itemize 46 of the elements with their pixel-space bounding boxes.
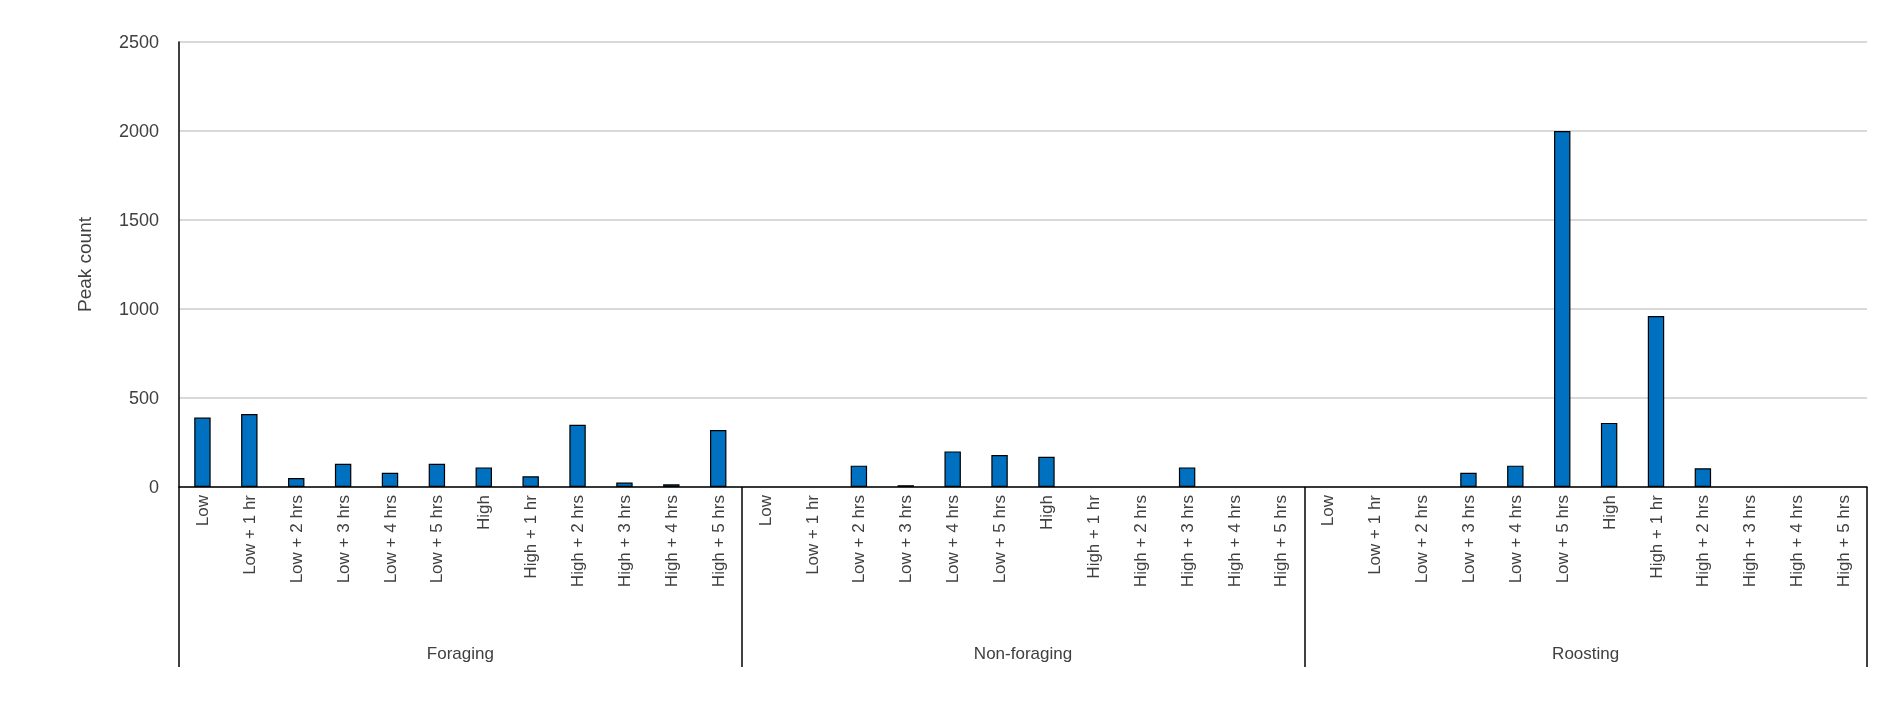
x-tick-label: High + 1 hr bbox=[1646, 494, 1666, 579]
x-tick-label: Low bbox=[1318, 494, 1338, 527]
x-tick-label: High + 2 hrs bbox=[568, 495, 588, 588]
x-tick-label: Low + 2 hrs bbox=[1412, 495, 1432, 584]
x-tick-label: Low + 3 hrs bbox=[1458, 495, 1478, 584]
x-tick-label: Low + 4 hrs bbox=[943, 495, 963, 584]
y-tick-label: 2500 bbox=[118, 32, 159, 52]
x-tick-label: Low + 4 hrs bbox=[380, 495, 400, 584]
x-tick-label: Low + 5 hrs bbox=[427, 495, 447, 584]
x-tick-label: High + 3 hrs bbox=[614, 495, 634, 588]
x-tick-label: High + 5 hrs bbox=[1834, 495, 1854, 588]
x-tick-label: High + 2 hrs bbox=[1130, 495, 1150, 588]
x-tick-label: Low bbox=[192, 494, 212, 527]
x-tick-label: High + 5 hrs bbox=[708, 495, 728, 588]
x-tick-label: High + 1 hr bbox=[521, 494, 541, 579]
y-axis-title: Peak count bbox=[74, 216, 95, 313]
x-tick-label: High + 5 hrs bbox=[1271, 495, 1291, 588]
x-tick-label: Low bbox=[755, 494, 775, 527]
text: Roosting bbox=[1552, 644, 1620, 663]
x-tick-label: Low + 5 hrs bbox=[990, 495, 1010, 584]
x-tick-label: High bbox=[474, 495, 494, 530]
y-tick-label: 500 bbox=[128, 388, 159, 408]
y-tick-label: 1500 bbox=[118, 210, 159, 230]
x-tick-label: High + 3 hrs bbox=[1177, 495, 1197, 588]
x-tick-label: Low + 2 hrs bbox=[849, 495, 869, 584]
text: Foraging bbox=[426, 644, 494, 663]
x-tick-label: Low + 3 hrs bbox=[896, 495, 916, 584]
x-tick-label: High + 4 hrs bbox=[1787, 495, 1807, 588]
y-tick-label: 1000 bbox=[118, 299, 159, 319]
x-tick-label: Low + 5 hrs bbox=[1552, 495, 1572, 584]
x-tick-label: High + 4 hrs bbox=[661, 495, 681, 588]
x-tick-label: Low + 1 hr bbox=[1365, 494, 1385, 575]
x-tick-label: Low + 1 hr bbox=[802, 494, 822, 575]
x-tick-label: High + 1 hr bbox=[1083, 494, 1103, 579]
x-tick-label: Low + 2 hrs bbox=[286, 495, 306, 584]
x-tick-label: High bbox=[1599, 495, 1619, 530]
y-tick-label: 0 bbox=[148, 477, 159, 497]
y-tick-label: 2000 bbox=[118, 121, 159, 141]
x-tick-label: High + 2 hrs bbox=[1693, 495, 1713, 588]
x-tick-label: Low + 4 hrs bbox=[1505, 495, 1525, 584]
x-tick-label: High + 3 hrs bbox=[1740, 495, 1760, 588]
x-tick-label: High + 4 hrs bbox=[1224, 495, 1244, 588]
x-tick-label: Low + 3 hrs bbox=[333, 495, 353, 584]
x-tick-label: High bbox=[1036, 495, 1056, 530]
text: Non-foraging bbox=[973, 644, 1073, 663]
x-tick-label: Low + 1 hr bbox=[239, 494, 259, 575]
